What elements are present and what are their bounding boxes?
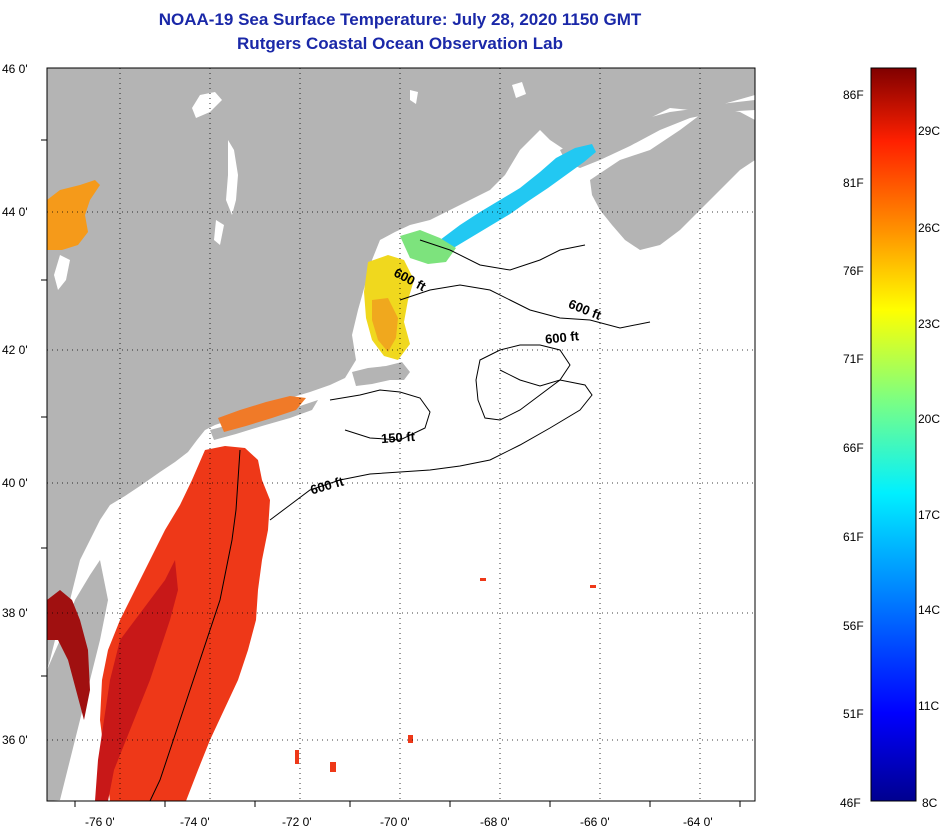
lon-label: -76 0'	[85, 815, 115, 829]
map-subtitle: Rutgers Coastal Ocean Observation Lab	[237, 34, 563, 53]
lon-label: -72 0'	[282, 815, 312, 829]
colorbar-f-label: 71F	[843, 352, 864, 366]
plot-frame	[46, 67, 756, 802]
colorbar-f-label: 46F	[840, 796, 861, 810]
lat-label: 40 0'	[2, 476, 28, 490]
colorbar-c-label: 14C	[918, 603, 941, 617]
gulf-maine-green-water	[400, 230, 456, 264]
lat-label: 36 0'	[2, 733, 28, 747]
land-cape-cod	[352, 362, 410, 386]
colorbar-c-label: 20C	[918, 412, 941, 426]
colorbar-f-label: 51F	[843, 707, 864, 721]
lake-ontario-sst	[47, 180, 100, 250]
colorbar-f-label: 76F	[843, 264, 864, 278]
land-us-northeast	[47, 68, 755, 670]
inland-lakes	[54, 82, 526, 290]
colorbar-c-label: 23C	[918, 317, 941, 331]
lon-label: -74 0'	[180, 815, 210, 829]
colorbar-f-label: 56F	[843, 619, 864, 633]
colorbar-f-label: 61F	[843, 530, 864, 544]
lon-label: -68 0'	[480, 815, 510, 829]
nearshore-hot-water	[95, 560, 178, 801]
colorbar-f-label: 66F	[843, 441, 864, 455]
lon-label: -66 0'	[580, 815, 610, 829]
gulf-maine-orange-water	[372, 298, 398, 352]
gulf-maine-cold-water	[440, 144, 596, 250]
colorbar	[870, 67, 917, 802]
mid-atlantic-warm-water	[100, 446, 270, 801]
colorbar-c-label: 11C	[918, 699, 940, 713]
chesapeake-bay	[47, 590, 90, 720]
colorbar-c-label: 8C	[922, 796, 938, 810]
colorbar-c-label: 29C	[918, 124, 941, 138]
map-title: NOAA-19 Sea Surface Temperature: July 28…	[158, 10, 642, 29]
lat-label: 38 0'	[2, 606, 28, 620]
lat-label: 42 0'	[2, 343, 28, 357]
bathymetry-contours	[149, 239, 651, 801]
axis-ticks	[41, 139, 741, 807]
contour-label: 150 ft	[380, 428, 416, 447]
lon-label: -64 0'	[683, 815, 713, 829]
land-new-brunswick	[560, 100, 755, 168]
land-nova-scotia	[590, 108, 755, 250]
colorbar-c-label: 17C	[918, 508, 941, 522]
offshore-specks	[295, 578, 596, 772]
colorbar-f-label: 81F	[843, 176, 864, 190]
lon-label: -70 0'	[380, 815, 410, 829]
sne-shelf-water	[218, 396, 306, 432]
colorbar-c-label: 26C	[918, 221, 941, 235]
lat-label: 46 0'	[2, 62, 28, 76]
lat-label: 44 0'	[2, 205, 28, 219]
lat-lon-grid	[47, 68, 755, 801]
colorbar-f-label: 86F	[843, 88, 864, 102]
